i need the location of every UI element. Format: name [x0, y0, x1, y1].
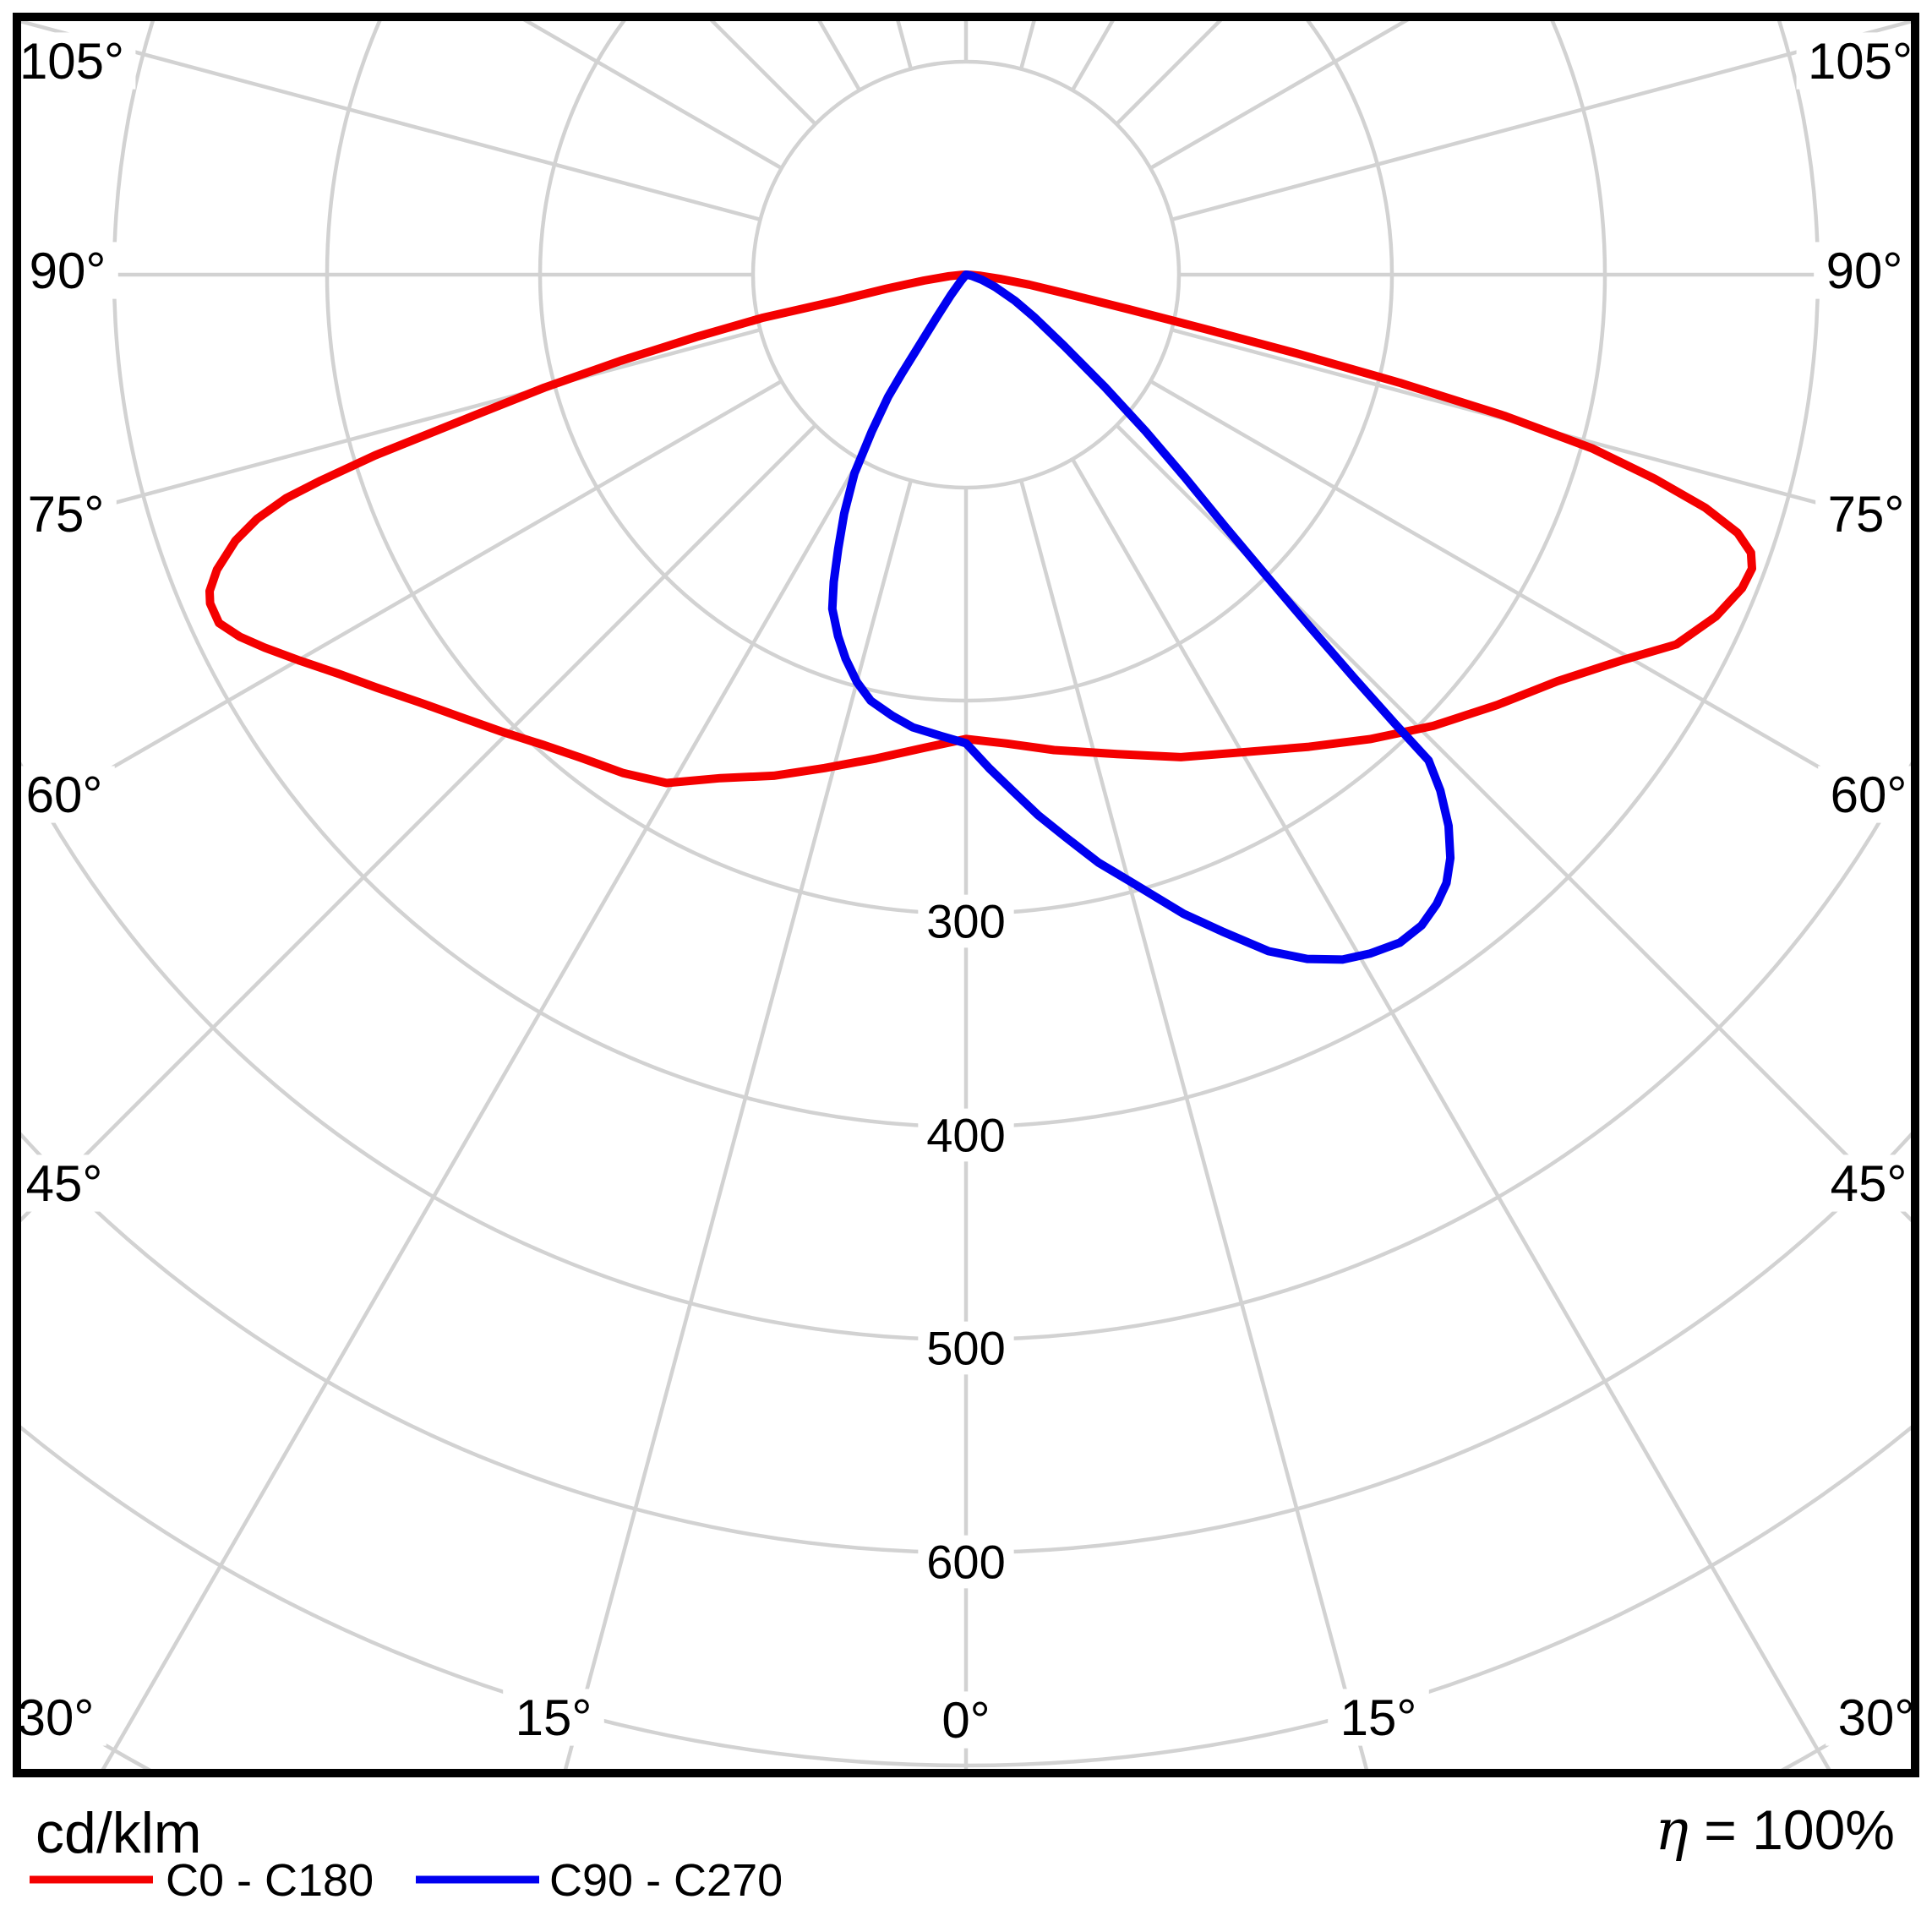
legend-label-c90-c270: C90 - C270: [549, 1855, 783, 1906]
polar-spoke-30: [1071, 458, 1831, 1769]
radial-tick-label-0: 300: [926, 895, 1005, 948]
gamma-tick-label-7-box: [928, 1691, 1004, 1749]
radial-tick-label-3-box: [918, 1535, 1014, 1589]
gamma-tick-label-12: 75°: [1828, 486, 1905, 543]
gamma-tick-label-14: 105°: [1808, 33, 1913, 90]
gamma-tick-label-7: 0°: [941, 1692, 990, 1749]
gamma-tick-label-8: 15°: [1340, 1689, 1417, 1746]
gamma-tick-label-0: 105°: [19, 33, 124, 90]
gamma-tick-label-4: 45°: [26, 1155, 103, 1212]
polar-spoke-15: [1019, 479, 1369, 1769]
gamma-tick-label-1: 90°: [30, 243, 106, 299]
radial-tick-label-2: 500: [926, 1322, 1005, 1375]
polar-spoke-300: [21, 379, 783, 823]
gamma-tick-label-6-box: [503, 1689, 604, 1746]
radial-tick-label-2-box: [918, 1321, 1014, 1375]
gamma-tick-label-0-box: [8, 32, 136, 90]
gamma-tick-label-13-box: [1814, 242, 1915, 299]
gamma-tick-label-4-box: [14, 1154, 115, 1212]
gamma-tick-label-11: 60°: [1831, 767, 1907, 823]
gamma-tick-label-9: 30°: [1838, 1689, 1915, 1746]
polar-spoke-315: [21, 423, 817, 1223]
gamma-tick-label-5-box: [5, 1689, 106, 1746]
efficiency-value: = 100%: [1689, 1798, 1895, 1861]
radial-tick-label-0-box: [918, 894, 1014, 948]
gamma-tick-label-2-box: [15, 485, 117, 543]
radial-tick-label-1: 400: [926, 1109, 1005, 1162]
intensity-curves: [205, 270, 1756, 964]
curve-c90-c270: [827, 270, 1455, 964]
gamma-tick-label-11-box: [1818, 766, 1919, 823]
legend-label-c0-c180: C0 - C180: [166, 1855, 374, 1906]
polar-spoke-345: [563, 479, 913, 1769]
efficiency-label: η = 100%: [1655, 1798, 1895, 1863]
polar-spoke-255: [21, 21, 761, 221]
axis-labels: 105° 90° 75° 60° 45° 30° 15° 0° 15° 30° 45° 60° 75° 9…: [5, 32, 1927, 1749]
plot-frame: [13, 13, 1919, 1777]
legend: C0 - C180 C90 - C270: [30, 1855, 783, 1906]
gamma-tick-label-9-box: [1826, 1689, 1927, 1746]
gamma-tick-label-12-box: [1815, 485, 1917, 543]
gamma-tick-label-13: 90°: [1826, 243, 1903, 299]
units-label: cd/klm: [35, 1801, 201, 1865]
gamma-tick-label-10-box: [1818, 1154, 1919, 1212]
gamma-tick-label-3-box: [14, 766, 115, 823]
polar-spoke-45: [1115, 423, 1911, 1223]
gamma-tick-label-3: 60°: [26, 767, 103, 823]
gamma-tick-label-5: 30°: [18, 1689, 95, 1746]
gamma-tick-label-10: 45°: [1831, 1155, 1907, 1212]
polar-spoke-105: [1171, 21, 1911, 221]
radial-tick-label-1-box: [918, 1108, 1014, 1162]
gamma-tick-label-1-box: [17, 242, 118, 299]
gamma-tick-label-2: 75°: [28, 486, 105, 543]
efficiency-eta-symbol: η: [1655, 1798, 1689, 1863]
gamma-tick-label-6: 15°: [516, 1689, 592, 1746]
polar-spoke-285: [21, 328, 761, 530]
polar-spoke-330: [101, 458, 861, 1769]
gamma-tick-label-8-box: [1328, 1689, 1429, 1746]
radial-tick-label-3: 600: [926, 1536, 1005, 1589]
polar-spoke-75: [1171, 328, 1911, 530]
polar-spoke-60: [1149, 379, 1911, 823]
gamma-tick-label-14-box: [1796, 32, 1924, 90]
curve-c0-c180: [205, 270, 1756, 788]
